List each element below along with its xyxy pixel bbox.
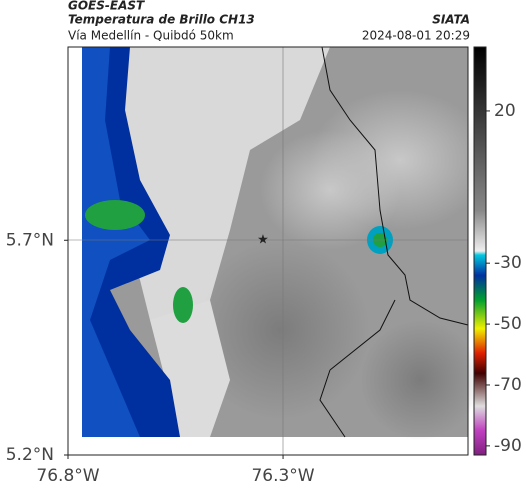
colorbar-tick-label: -90 xyxy=(494,436,522,456)
map-image: ★ xyxy=(67,46,490,456)
organization: SIATA xyxy=(432,13,470,27)
colorbar-tick-label: -30 xyxy=(494,253,522,273)
subtitle: Vía Medellín - Quibdó 50km xyxy=(68,29,234,43)
x-tick-label: 76.8°W xyxy=(36,466,99,486)
x-tick-label: 76.3°W xyxy=(251,466,314,486)
y-tick-label: 5.7°N xyxy=(6,230,54,250)
colorbar-tick-label: -50 xyxy=(494,314,522,334)
colorbar-tick-label: 20 xyxy=(494,101,516,121)
timestamp: 2024-08-01 20:29 xyxy=(362,29,470,43)
colorbar-tick-label: -70 xyxy=(494,375,522,395)
colorbar xyxy=(473,46,487,456)
source: GOES-EAST xyxy=(68,0,145,13)
title: Temperatura de Brillo CH13 xyxy=(68,13,255,27)
y-tick-label: 5.2°N xyxy=(6,445,54,465)
svg-text:★: ★ xyxy=(257,233,269,248)
